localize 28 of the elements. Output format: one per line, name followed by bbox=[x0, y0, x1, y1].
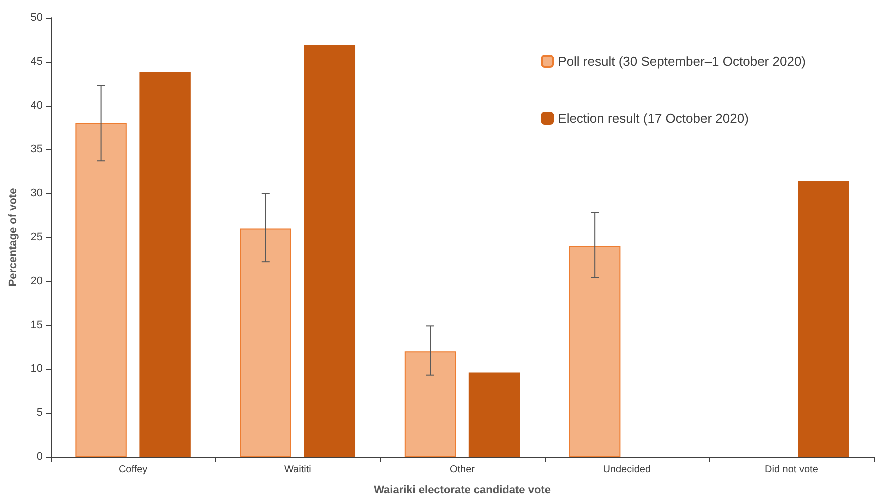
y-tick-label: 10 bbox=[30, 363, 43, 376]
y-tick-label: 50 bbox=[30, 12, 43, 24]
y-tick-label: 25 bbox=[30, 232, 43, 244]
legend-label: Poll result (30 September–1 October 2020) bbox=[558, 54, 806, 69]
bar bbox=[404, 352, 456, 457]
y-tick-label: 5 bbox=[36, 407, 43, 420]
x-tick-label: Coffey bbox=[118, 464, 148, 476]
bar bbox=[76, 123, 127, 457]
y-tick-label: 30 bbox=[30, 188, 43, 200]
bar bbox=[569, 246, 621, 457]
x-tick-label: Waititi bbox=[284, 464, 312, 476]
bar bbox=[798, 181, 850, 457]
y-tick-label: 45 bbox=[30, 56, 43, 68]
y-tick-label: 40 bbox=[30, 100, 43, 112]
bar bbox=[304, 45, 356, 457]
x-tick-label: Did not vote bbox=[765, 464, 819, 476]
y-tick-label: 15 bbox=[30, 319, 43, 332]
bar bbox=[240, 228, 292, 457]
x-axis-title: Waiariki electorate candidate vote bbox=[374, 484, 551, 496]
bar bbox=[140, 72, 191, 457]
y-tick-label: 35 bbox=[30, 144, 43, 156]
y-tick-label: 0 bbox=[36, 451, 43, 463]
x-tick-label: Undecided bbox=[603, 464, 652, 476]
bar bbox=[468, 372, 520, 457]
legend-label: Election result (17 October 2020) bbox=[558, 111, 749, 126]
x-tick-label: Other bbox=[450, 464, 476, 476]
y-tick-label: 20 bbox=[30, 275, 43, 288]
y-axis-title: Percentage of vote bbox=[8, 188, 20, 287]
